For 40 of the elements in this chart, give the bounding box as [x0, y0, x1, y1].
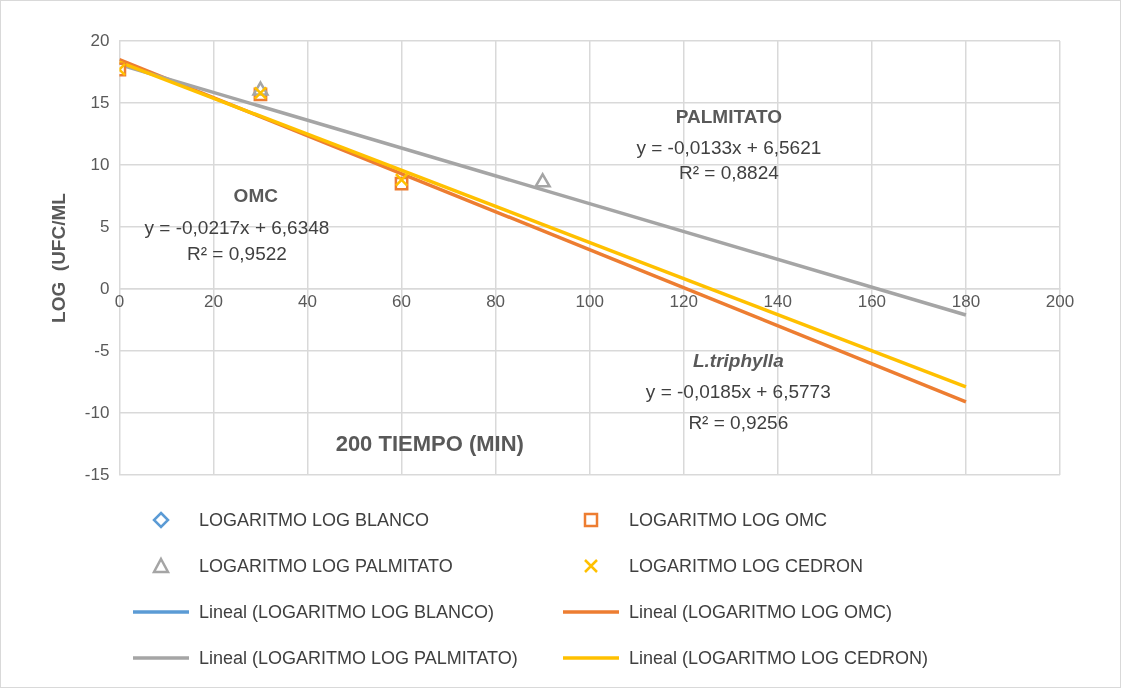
point [394, 172, 409, 187]
x-tick-label: 40 [298, 291, 317, 311]
x-tick-label: 180 [951, 291, 981, 311]
y-tick-label: -10 [84, 402, 110, 422]
y-tick-label: 5 [99, 216, 110, 236]
annotation: y = -0,0185x + 6,5773 [645, 381, 831, 403]
y-tick-label: -5 [94, 340, 110, 360]
y-tick-label: 20 [90, 30, 110, 50]
annotation: R² = 0,9522 [187, 243, 287, 265]
x-tick-label: 140 [763, 291, 792, 311]
y-tick-label: 10 [90, 154, 110, 174]
annotation: R² = 0,9256 [688, 411, 789, 433]
x-tick-label: 0 [114, 291, 125, 311]
legend-label: LOGARITMO LOG CEDRON [629, 555, 864, 577]
annotation: PALMITATO [675, 106, 783, 128]
x-tick-label: 120 [669, 291, 698, 311]
x-axis-title: 200 TIEMPO (MIN) [335, 431, 524, 457]
y-tick-label: -15 [84, 464, 110, 484]
legend-label: LOGARITMO LOG OMC [629, 509, 828, 531]
annotation: L.triphylla [692, 350, 785, 372]
annotation: y = -0,0133x + 6,5621 [636, 137, 822, 159]
annotation: R² = 0,8824 [678, 161, 780, 183]
y-tick-label: 15 [90, 92, 110, 112]
x-tick-label: 160 [857, 291, 887, 311]
x-tick-label: 80 [486, 291, 506, 311]
legend-label: LOGARITMO LOG BLANCO [199, 509, 430, 531]
y-tick-label: 0 [99, 278, 110, 298]
point [534, 173, 551, 188]
legend-label: Lineal (LOGARITMO LOG BLANCO) [199, 601, 495, 623]
x-tick-label: 100 [575, 291, 604, 311]
annotation: OMC [233, 185, 279, 207]
legend-label: Lineal (LOGARITMO LOG PALMITATO) [199, 647, 518, 669]
legend-label: Lineal (LOGARITMO LOG CEDRON) [629, 647, 929, 669]
x-tick-label: 20 [203, 291, 223, 311]
legend-label: Lineal (LOGARITMO LOG OMC) [629, 601, 893, 623]
annotation: y = -0,0217x + 6,6348 [144, 217, 330, 239]
legend-label: LOGARITMO LOG PALMITATO [199, 555, 453, 577]
x-tick-label: 200 [1045, 291, 1075, 311]
y-axis-title: LOG (UFC/ML [47, 192, 69, 323]
x-tick-label: 60 [392, 291, 412, 311]
